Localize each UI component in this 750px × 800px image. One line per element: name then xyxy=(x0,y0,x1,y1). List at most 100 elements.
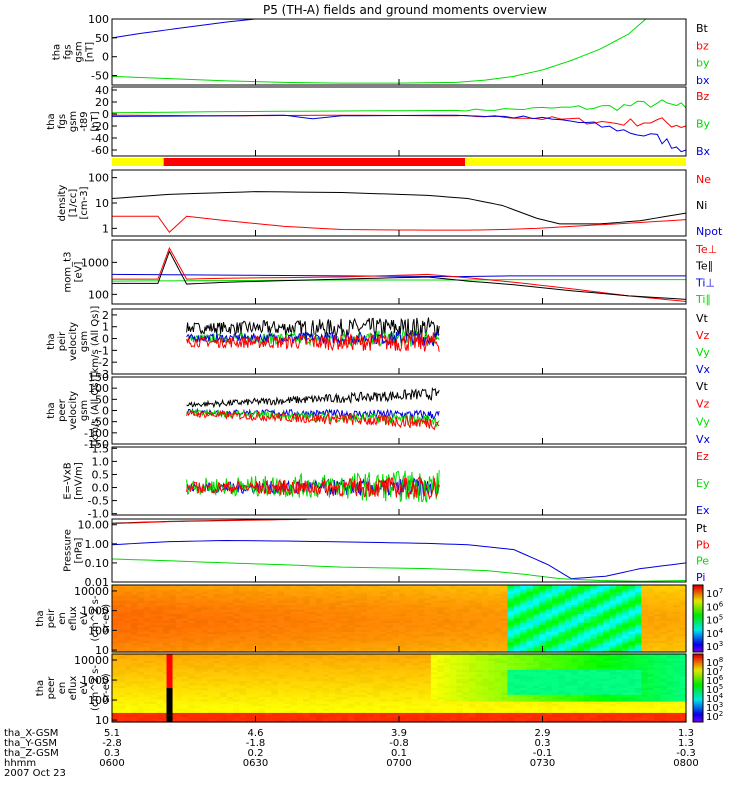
legend-Vx: Vx xyxy=(696,433,711,446)
spec-cell xyxy=(214,593,222,597)
spec-cell xyxy=(150,589,158,593)
spec-cell xyxy=(367,701,375,705)
spec-cell xyxy=(462,699,470,703)
spec-cell xyxy=(143,620,151,624)
spec-cell xyxy=(507,685,515,689)
spec-cell xyxy=(437,593,445,597)
spec-cell xyxy=(373,614,381,617)
spec-cell xyxy=(188,616,196,620)
spec-cell xyxy=(488,654,496,657)
spec-cell xyxy=(475,627,483,631)
spec-cell xyxy=(258,598,266,602)
spec-cell xyxy=(233,622,241,626)
spec-cell xyxy=(456,660,464,664)
spec-cell xyxy=(469,609,477,613)
spec-cell xyxy=(233,611,241,615)
spec-cell xyxy=(647,614,655,617)
spec-cell xyxy=(233,609,241,613)
spec-cell xyxy=(437,669,445,673)
spec-cell xyxy=(220,697,228,700)
spec-cell xyxy=(322,649,330,653)
spec-cell xyxy=(430,631,438,635)
spec-cell xyxy=(239,665,247,669)
spec-cell xyxy=(469,587,477,591)
spec-cell xyxy=(296,663,304,666)
spec-cell xyxy=(124,618,132,622)
spec-cell xyxy=(462,593,470,597)
spec-cell xyxy=(207,645,215,649)
spec-cell xyxy=(182,660,190,664)
spec-cell xyxy=(424,609,432,613)
spec-cell xyxy=(367,706,375,709)
spec-cell xyxy=(596,614,604,617)
spec-cell xyxy=(564,620,572,624)
spec-cell xyxy=(309,614,317,617)
spec-cell xyxy=(226,665,234,669)
spec-cell xyxy=(539,589,547,593)
spec-cell xyxy=(418,609,426,613)
spec-cell xyxy=(488,593,496,597)
spec-cell xyxy=(437,701,445,705)
spec-cell xyxy=(583,645,591,649)
spec-cell xyxy=(513,690,521,694)
spec-cell xyxy=(526,706,534,709)
spec-cell xyxy=(462,669,470,673)
spec-cell xyxy=(169,620,177,624)
spec-cell xyxy=(118,683,126,687)
spec-cell xyxy=(201,703,209,707)
spec-cell xyxy=(424,710,432,714)
spec-cell xyxy=(265,600,273,604)
spec-cell xyxy=(182,710,190,714)
spec-cell xyxy=(124,636,132,640)
spec-cell xyxy=(284,593,292,597)
spec-cell xyxy=(430,697,438,700)
spec-cell xyxy=(507,710,515,714)
spec-cell xyxy=(201,649,209,653)
spec-cell xyxy=(494,640,502,644)
legend-bx: bx xyxy=(696,74,710,87)
spec-cell xyxy=(571,585,579,588)
spec-cell xyxy=(609,605,617,608)
spec-cell xyxy=(360,685,368,689)
spec-cell xyxy=(316,607,324,611)
spec-cell xyxy=(290,699,298,703)
spec-cell xyxy=(156,717,164,721)
spec-cell xyxy=(258,631,266,635)
spec-cell xyxy=(201,708,209,712)
spec-cell xyxy=(545,640,553,644)
spec-cell xyxy=(118,629,126,633)
spec-cell xyxy=(437,585,445,588)
spec-cell xyxy=(347,647,355,651)
spec-cell xyxy=(437,712,445,716)
spec-cell xyxy=(539,616,547,620)
spec-cell xyxy=(437,618,445,622)
spec-cell xyxy=(564,589,572,593)
spec-cell xyxy=(347,589,355,593)
spec-cell xyxy=(296,602,304,606)
spec-cell xyxy=(532,710,540,714)
spec-cell xyxy=(207,706,215,709)
spec-cell xyxy=(405,658,413,662)
spec-cell xyxy=(309,685,317,689)
spec-cell xyxy=(558,629,566,633)
spec-cell xyxy=(316,625,324,629)
spec-cell xyxy=(469,656,477,660)
spec-cell xyxy=(405,585,413,588)
spec-cell xyxy=(131,701,139,705)
spec-cell xyxy=(609,629,617,633)
spec-cell xyxy=(112,703,119,707)
spec-cell xyxy=(443,622,451,626)
spec-cell xyxy=(539,643,547,646)
spec-cell xyxy=(182,694,190,698)
spec-cell xyxy=(265,643,273,646)
spec-cell xyxy=(118,643,126,646)
spec-cell xyxy=(354,591,362,595)
spec-cell xyxy=(488,688,496,691)
spec-cell xyxy=(399,634,406,637)
spec-cell xyxy=(507,674,515,678)
spec-cell xyxy=(316,690,324,694)
spec-cell xyxy=(277,640,285,644)
spec-cell xyxy=(673,616,681,620)
spec-cell xyxy=(654,587,662,591)
spec-cell xyxy=(430,685,438,689)
